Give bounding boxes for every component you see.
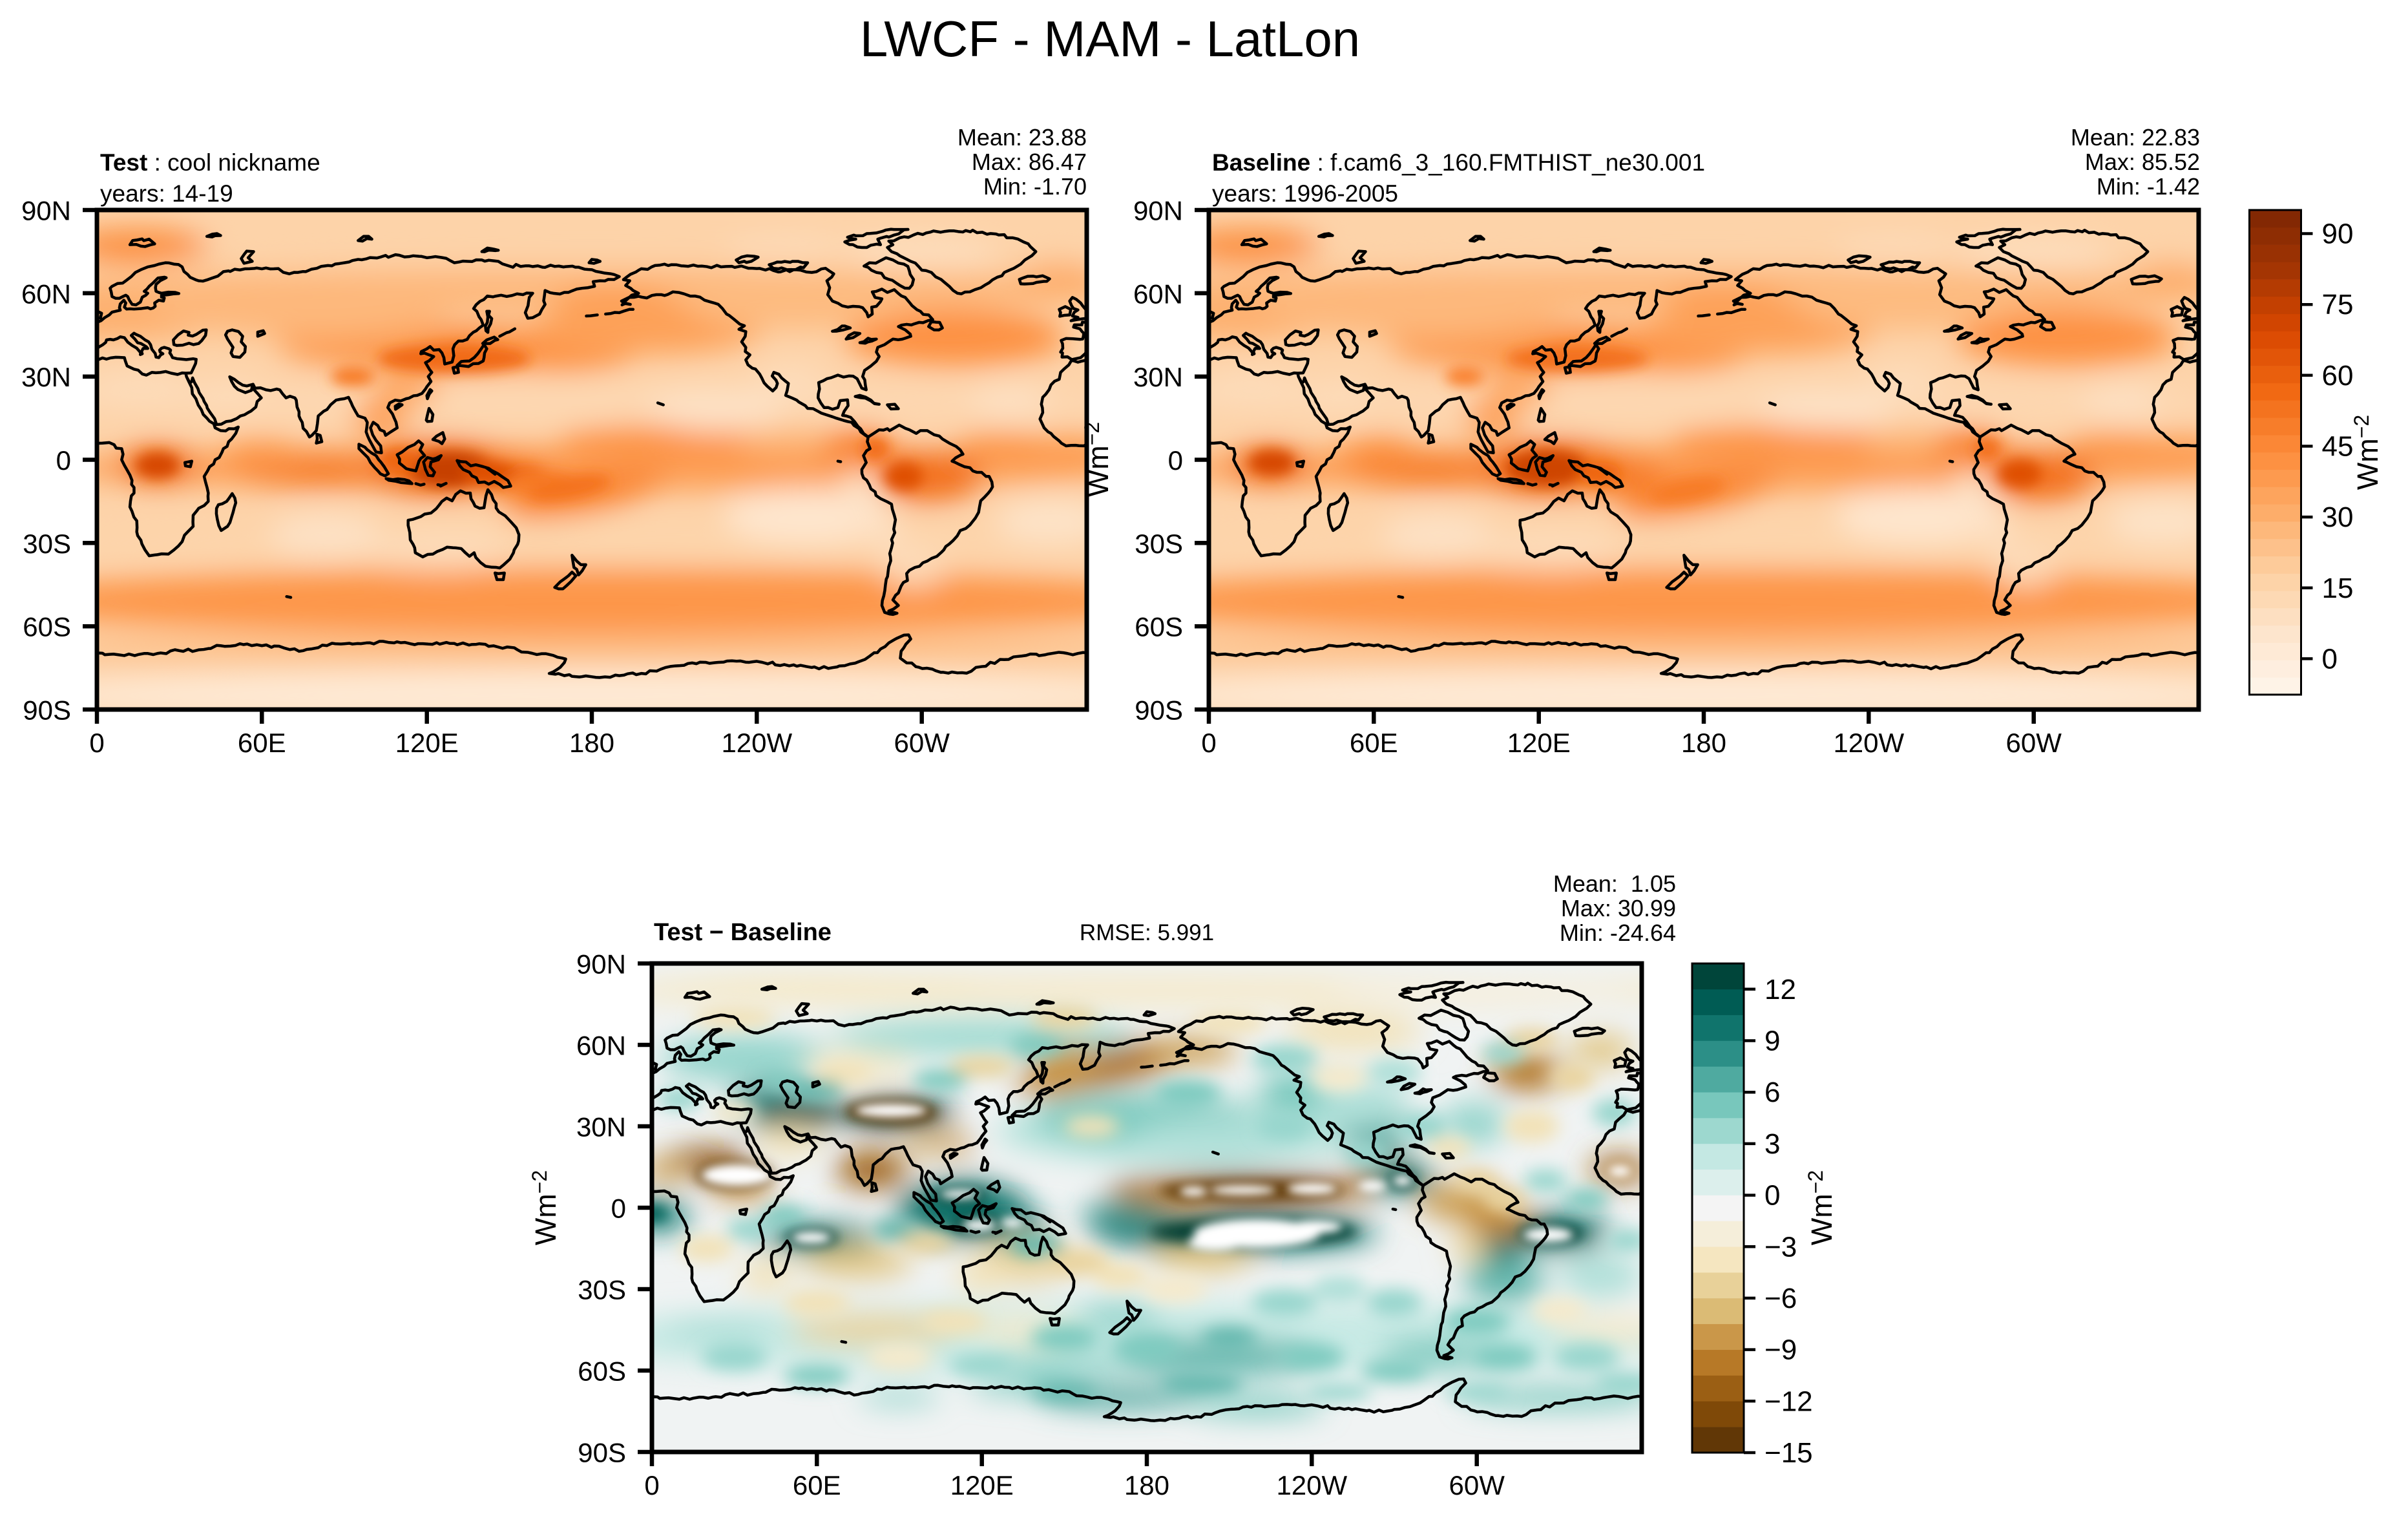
svg-text:60N: 60N	[576, 1031, 626, 1061]
svg-text:0: 0	[611, 1194, 626, 1224]
svg-text:60S: 60S	[1135, 612, 1183, 642]
svg-text:180: 180	[1681, 728, 1726, 758]
svg-text:Max: 30.99: Max: 30.99	[1561, 895, 1676, 921]
svg-text:90S: 90S	[578, 1438, 626, 1468]
svg-text:60S: 60S	[578, 1356, 626, 1387]
svg-text:90S: 90S	[1135, 695, 1183, 726]
svg-text:30S: 30S	[578, 1275, 626, 1305]
svg-text:60E: 60E	[793, 1470, 841, 1500]
svg-text:9: 9	[1764, 1025, 1780, 1057]
svg-text:3: 3	[1764, 1128, 1780, 1160]
svg-text:Wm−2: Wm−2	[1080, 422, 1115, 497]
svg-text:60N: 60N	[21, 279, 71, 309]
svg-text:Max: 86.47: Max: 86.47	[972, 149, 1087, 175]
svg-text:6: 6	[1764, 1077, 1780, 1108]
svg-text:−15: −15	[1764, 1437, 1813, 1469]
svg-text:120W: 120W	[1833, 728, 1904, 758]
svg-text:30S: 30S	[23, 529, 71, 559]
svg-text:120W: 120W	[1276, 1470, 1347, 1500]
svg-text:60: 60	[2322, 360, 2354, 392]
svg-text:0: 0	[1201, 728, 1216, 758]
svg-text:60W: 60W	[894, 728, 950, 758]
svg-text:15: 15	[2322, 573, 2354, 604]
svg-text:Max: 85.52: Max: 85.52	[2085, 149, 2200, 175]
svg-text:12: 12	[1764, 974, 1796, 1005]
svg-text:60S: 60S	[23, 612, 71, 642]
svg-text:30N: 30N	[576, 1112, 626, 1142]
svg-text:0: 0	[89, 728, 104, 758]
svg-text:120E: 120E	[1507, 728, 1571, 758]
svg-text:Test : cool nickname: Test : cool nickname	[100, 149, 320, 176]
svg-text:90N: 90N	[1133, 196, 1183, 226]
svg-text:years: 14-19: years: 14-19	[100, 180, 233, 207]
svg-text:120E: 120E	[950, 1470, 1014, 1500]
svg-text:90N: 90N	[21, 196, 71, 226]
svg-text:90S: 90S	[23, 695, 71, 726]
svg-text:180: 180	[569, 728, 614, 758]
svg-text:60E: 60E	[238, 728, 286, 758]
svg-text:60W: 60W	[2006, 728, 2062, 758]
svg-text:LWCF - MAM - LatLon: LWCF - MAM - LatLon	[860, 10, 1360, 67]
svg-text:Min: -1.42: Min: -1.42	[2097, 173, 2200, 200]
svg-text:45: 45	[2322, 431, 2354, 463]
svg-text:Min: -1.70: Min: -1.70	[983, 173, 1087, 200]
svg-text:120W: 120W	[721, 728, 792, 758]
svg-text:RMSE: 5.991: RMSE: 5.991	[1080, 920, 1214, 945]
svg-text:0: 0	[56, 445, 71, 476]
svg-text:0: 0	[2322, 643, 2338, 675]
svg-text:90: 90	[2322, 218, 2354, 250]
svg-text:0: 0	[1764, 1180, 1780, 1212]
svg-text:years: 1996-2005: years: 1996-2005	[1212, 180, 1398, 207]
svg-text:60N: 60N	[1133, 279, 1183, 309]
svg-text:Mean: 23.88: Mean: 23.88	[958, 124, 1087, 151]
svg-text:−3: −3	[1764, 1231, 1797, 1263]
svg-text:Mean: 1.05: Mean: 1.05	[1553, 870, 1676, 897]
svg-text:75: 75	[2322, 289, 2354, 321]
svg-text:Wm−2: Wm−2	[528, 1170, 562, 1245]
svg-text:30N: 30N	[21, 362, 71, 392]
svg-text:30S: 30S	[1135, 529, 1183, 559]
svg-text:−9: −9	[1764, 1334, 1797, 1366]
svg-text:−12: −12	[1764, 1385, 1813, 1417]
svg-text:60E: 60E	[1350, 728, 1398, 758]
svg-text:180: 180	[1124, 1470, 1169, 1500]
svg-text:Test − Baseline: Test − Baseline	[654, 919, 832, 946]
svg-text:Min: -24.64: Min: -24.64	[1560, 920, 1676, 946]
svg-text:90N: 90N	[576, 949, 626, 980]
svg-text:30N: 30N	[1133, 362, 1183, 392]
svg-text:Mean: 22.83: Mean: 22.83	[2071, 124, 2200, 151]
svg-text:30: 30	[2322, 501, 2354, 533]
svg-text:0: 0	[1168, 445, 1183, 476]
svg-text:Baseline : f.cam6_3_160.FMTHIS: Baseline : f.cam6_3_160.FMTHIST_ne30.001	[1212, 149, 1705, 176]
svg-text:−6: −6	[1764, 1283, 1797, 1314]
svg-text:60W: 60W	[1449, 1470, 1505, 1500]
svg-text:0: 0	[644, 1470, 659, 1500]
svg-text:120E: 120E	[395, 728, 459, 758]
